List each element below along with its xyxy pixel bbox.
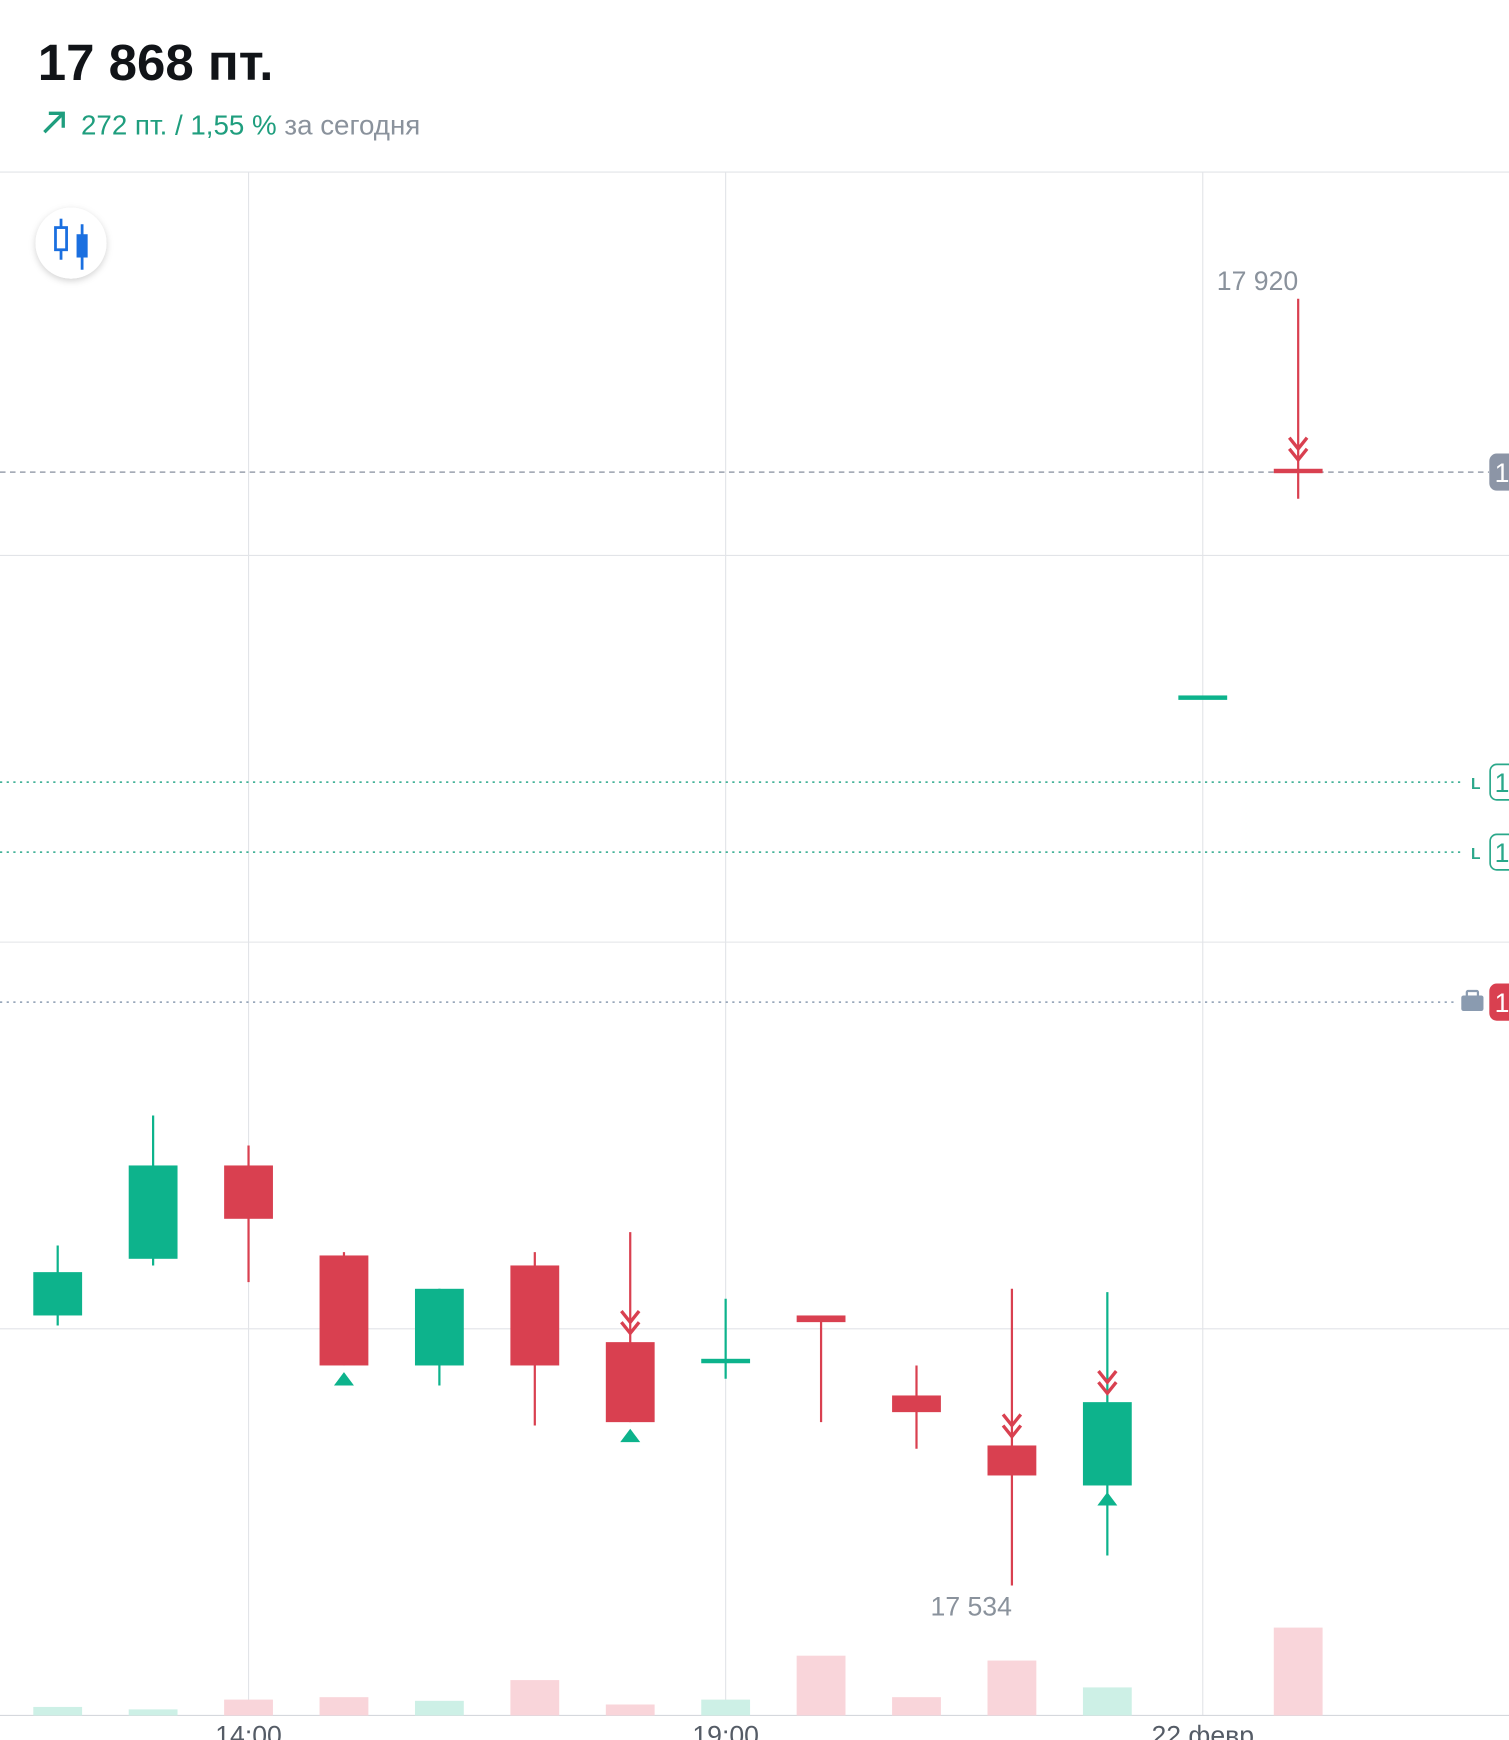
price-line-tag: L — [1471, 776, 1480, 793]
price-label-box — [1489, 983, 1509, 1021]
change-line: 272 пт. / 1,55 % за сегодня — [81, 109, 420, 140]
price-label: 17 709 — [1495, 988, 1509, 1018]
candle-body — [1273, 468, 1323, 474]
candle-body — [33, 1272, 83, 1316]
briefcase-handle — [1465, 989, 1480, 998]
candle-body — [1082, 1402, 1132, 1486]
sell-signal — [620, 1310, 641, 1336]
volume-bar — [33, 1706, 83, 1716]
price-line-tag: L — [1471, 846, 1480, 863]
change-period: за сегодня — [284, 109, 420, 140]
extreme-label: 17 920 — [1217, 266, 1298, 296]
volume-bar — [128, 1709, 178, 1716]
arrow-up-icon — [43, 111, 65, 134]
sell-chevron — [1001, 1424, 1023, 1440]
sell-signal — [1001, 1413, 1023, 1440]
buy-signal — [1097, 1492, 1118, 1506]
volume-bar — [987, 1660, 1037, 1716]
plot: 14:00 19:00 22 февр 17 868 L 17 775 L 17 754 17 … — [0, 172, 1509, 1740]
sell-chevron — [620, 1310, 641, 1325]
chart-type-button[interactable] — [35, 207, 107, 279]
volume-bar — [224, 1699, 273, 1716]
x-tick-label: 14:00 — [215, 1720, 282, 1740]
sell-chevron — [1288, 447, 1309, 463]
candle-body — [1178, 695, 1228, 700]
icon-body — [76, 234, 88, 258]
candle-body — [510, 1265, 560, 1366]
buy-signal — [620, 1428, 641, 1443]
sell-signal — [1288, 436, 1309, 463]
price-label: 17 754 — [1495, 838, 1509, 868]
volume-bar — [1082, 1687, 1132, 1716]
candle-body — [701, 1358, 751, 1364]
price-label: 17 868 — [1495, 458, 1509, 488]
sell-chevron — [1288, 436, 1309, 452]
volume-bar — [319, 1697, 369, 1716]
price-title: 17 868 пт. — [38, 34, 274, 91]
volume-bar — [605, 1704, 655, 1716]
extreme-label: 17 534 — [931, 1591, 1013, 1621]
volume-bar — [510, 1680, 560, 1716]
buy-signal — [333, 1372, 354, 1386]
x-tick-label: 22 февр — [1151, 1720, 1254, 1740]
sell-signal — [1097, 1370, 1118, 1396]
candle-body — [987, 1445, 1037, 1476]
x-tick-label: 19:00 — [692, 1720, 759, 1740]
icon-body — [54, 226, 68, 252]
volume-bar — [414, 1700, 464, 1716]
candle-body — [224, 1165, 273, 1219]
price-label-box — [1489, 453, 1509, 491]
sell-chevron — [1097, 1381, 1118, 1396]
price-label-box — [1489, 833, 1509, 871]
candle-body — [605, 1342, 655, 1423]
volume-bar — [796, 1655, 846, 1716]
sell-chevron — [1097, 1370, 1118, 1385]
candle-body — [128, 1165, 178, 1259]
price-label: 17 775 — [1495, 768, 1509, 798]
button-bg[interactable] — [35, 207, 107, 279]
candle-body — [414, 1288, 464, 1366]
candle-body — [892, 1395, 941, 1413]
price-label-box — [1489, 763, 1509, 801]
candle-body — [796, 1315, 846, 1323]
briefcase-body — [1461, 995, 1484, 1011]
sell-chevron — [1001, 1413, 1023, 1429]
change-value: 272 пт. / 1,55 % — [81, 109, 277, 140]
candle-body — [319, 1255, 369, 1366]
volume-bar — [892, 1697, 941, 1716]
volume-bar — [1273, 1627, 1323, 1716]
sell-chevron — [620, 1321, 641, 1336]
briefcase-icon — [1461, 989, 1484, 1011]
volume-bar — [701, 1699, 751, 1716]
